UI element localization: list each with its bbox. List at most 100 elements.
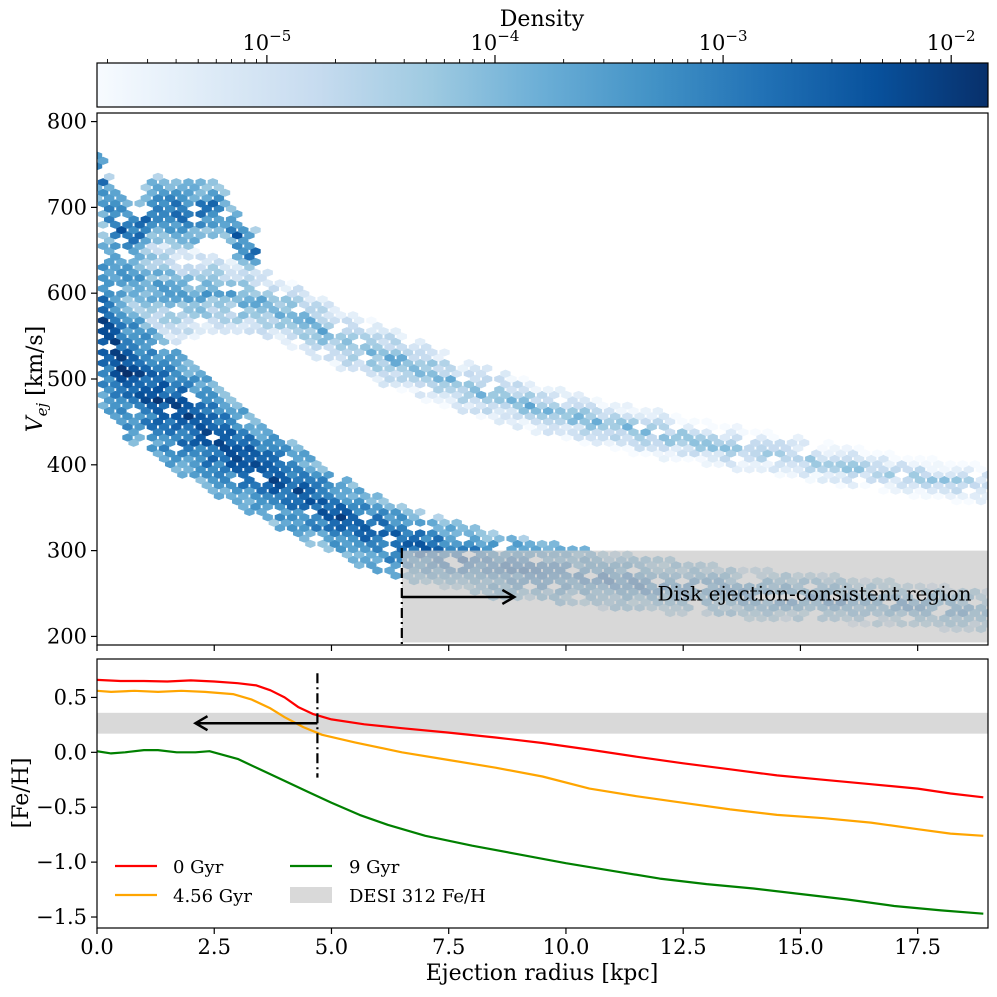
hexbin-cell: [341, 476, 353, 485]
hexbin-cell: [189, 428, 200, 437]
hexbin-cell: [171, 263, 182, 272]
hexbin-cell: [293, 529, 304, 538]
hexbin-cell: [622, 444, 633, 453]
hexbin-cell: [146, 412, 157, 421]
hexbin-cell: [256, 305, 267, 314]
hexbin-cell: [591, 406, 603, 415]
hexbin-cell: [158, 178, 170, 187]
hexbin-cell: [372, 545, 383, 554]
hexbin-cell: [110, 337, 121, 346]
hexbin-cell: [152, 406, 164, 415]
hexbin-cell: [372, 513, 383, 522]
hexbin-cell: [914, 454, 926, 463]
hexbin-cell: [183, 359, 194, 368]
hexbin-cell: [165, 375, 176, 383]
hexbin-cell: [140, 385, 151, 394]
hexbin-cell: [360, 534, 371, 543]
hexbin-cell: [518, 417, 529, 426]
hexbin-cell: [280, 465, 292, 474]
hexbin-cell: [152, 268, 164, 277]
hexbin-cell: [177, 247, 188, 256]
hexbin-cell: [238, 247, 249, 256]
hexbin-cell: [177, 353, 188, 362]
hexbin-cell: [543, 428, 554, 437]
hexbin-cell: [738, 460, 749, 469]
hexbin-cell: [238, 428, 249, 437]
hexbin-cell: [719, 422, 731, 431]
hexbin-cell: [171, 295, 182, 304]
hexbin-cell: [372, 332, 383, 341]
hexbin-cell: [634, 444, 645, 453]
hexbin-cell: [171, 369, 182, 378]
hexbin-cell: [152, 321, 164, 330]
hexbin-cell: [725, 460, 737, 469]
hexbin-cell: [817, 476, 828, 485]
hexbin-cell: [110, 295, 121, 304]
hexbin-cell: [286, 438, 298, 447]
hexbin-cell: [207, 263, 218, 272]
hexbin-cell: [908, 492, 920, 501]
hexbin-cell: [555, 417, 566, 426]
hexbin-cell: [250, 449, 261, 458]
hexbin-cell: [366, 316, 377, 325]
hexbin-cell: [189, 417, 200, 426]
hexbin-cell: [414, 369, 426, 378]
hexbin-cell: [244, 433, 255, 442]
hexbin-cell: [731, 465, 743, 474]
hexbin-cell: [664, 449, 676, 458]
hexbin-cell: [872, 470, 883, 479]
hexbin-cell: [585, 422, 596, 431]
hexbin-cell: [171, 433, 182, 442]
hexbin-cell: [286, 279, 298, 288]
hexbin-cell: [219, 273, 231, 282]
hexbin-cell: [97, 305, 109, 314]
hexbin-cell: [884, 449, 895, 458]
hexbin-cell: [658, 422, 670, 431]
hexbin-cell: [268, 454, 279, 463]
hexbin-cell: [128, 289, 139, 298]
hexbin-cell: [262, 460, 273, 469]
hexbin-cell: [280, 337, 292, 346]
hexbin-cell: [177, 470, 188, 479]
hexbin-cell: [506, 375, 517, 383]
hexbin-cell: [122, 295, 133, 304]
hexbin-cell: [189, 470, 200, 479]
hexbin-cell: [360, 364, 371, 373]
hexbin-cell: [738, 428, 749, 437]
hexbin-cell: [189, 321, 200, 330]
hexbin-cell: [494, 396, 505, 405]
colorbar-tick-label: 10−2: [927, 27, 976, 55]
hexbin-cell: [165, 385, 176, 394]
hexbin-cell: [451, 401, 462, 410]
hexbin-cell: [713, 438, 724, 447]
hexbin-cell: [390, 348, 401, 357]
hexbin-cell: [573, 401, 584, 410]
hexbin-cell: [110, 231, 121, 240]
hexbin-cell: [384, 332, 395, 341]
hexbin-cell: [792, 465, 804, 474]
hexbin-cell: [219, 295, 231, 304]
hexbin-cell: [671, 444, 682, 453]
hexbin-cell: [780, 465, 792, 474]
hexbin-cell: [256, 273, 267, 282]
hexbin-cell: [213, 268, 225, 277]
hexbin-cell: [250, 226, 261, 235]
hexbin-cell: [195, 369, 206, 378]
desi-feh-band: [97, 712, 988, 734]
hexbin-cell: [213, 226, 225, 235]
hexbin-cell: [500, 369, 511, 378]
hexbin-cell: [116, 289, 127, 298]
hexbin-cell: [414, 508, 426, 516]
feh-xtick-label: 7.5: [432, 935, 465, 959]
hexbin-cell: [853, 454, 865, 463]
hexbin-cell: [543, 385, 554, 394]
hexbin-cell: [299, 502, 310, 511]
hexbin-cell: [244, 465, 255, 474]
hexbin-cell: [97, 316, 109, 325]
hexbin-cell: [110, 412, 121, 421]
hexbin-cell: [524, 380, 535, 389]
hexbin-cell: [402, 508, 414, 516]
hexbin-cell: [799, 460, 810, 469]
hexbin-cell: [293, 454, 304, 463]
hexbin-cell: [914, 486, 926, 495]
